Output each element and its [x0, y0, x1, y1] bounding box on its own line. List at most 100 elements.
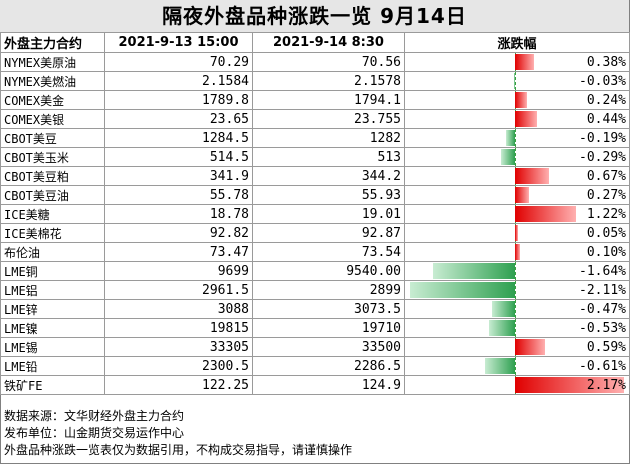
- change-bar: [409, 282, 515, 298]
- prev-price: 9699: [104, 261, 253, 281]
- change-cell: 0.44%: [404, 109, 630, 129]
- table-row: NYMEX美燃油 2.1584 2.1578 -0.03%: [0, 71, 630, 91]
- zero-axis: [515, 148, 516, 166]
- contract-name: NYMEX美燃油: [0, 71, 105, 91]
- change-bar: [505, 130, 515, 146]
- prev-price: 55.78: [104, 185, 253, 205]
- zero-axis: [515, 281, 516, 299]
- change-cell: 0.59%: [404, 337, 630, 357]
- header-row: 外盘主力合约 2021-9-13 15:00 2021-9-14 8:30 涨跌…: [0, 32, 630, 53]
- table-row: NYMEX美原油 70.29 70.56 0.38%: [0, 52, 630, 72]
- change-cell: 0.38%: [404, 52, 630, 72]
- change-value: -0.47%: [579, 301, 626, 317]
- zero-axis: [515, 300, 516, 318]
- contract-name: 铁矿FE: [0, 375, 105, 395]
- contract-name: LME铝: [0, 280, 105, 300]
- change-value: 2.17%: [586, 377, 626, 393]
- contract-name: CBOT美豆油: [0, 185, 105, 205]
- change-cell: 0.27%: [404, 185, 630, 205]
- change-cell: -0.61%: [404, 356, 630, 376]
- change-value: -0.29%: [579, 149, 626, 165]
- change-bar: [515, 92, 527, 108]
- table-row: 铁矿FE 122.25 124.9 2.17%: [0, 375, 630, 395]
- note-publisher: 发布单位：山金期货交易运作中心: [4, 426, 185, 440]
- contract-name: LME铜: [0, 261, 105, 281]
- note-source: 数据来源：文华财经外盘主力合约: [4, 409, 185, 423]
- note-disclaimer: 外盘品种涨跌一览表仅为数据引用，不构成交易指导，请谨慎操作: [4, 443, 353, 457]
- curr-price: 124.9: [252, 375, 405, 395]
- change-cell: -0.29%: [404, 147, 630, 167]
- prev-price: 514.5: [104, 147, 253, 167]
- change-value: 1.22%: [586, 206, 626, 222]
- prev-price: 341.9: [104, 166, 253, 186]
- change-bar: [484, 358, 515, 374]
- curr-price: 1794.1: [252, 90, 405, 110]
- table-row: COMEX美银 23.65 23.755 0.44%: [0, 109, 630, 129]
- table-row: LME铝 2961.5 2899 -2.11%: [0, 280, 630, 300]
- prev-price: 73.47: [104, 242, 253, 262]
- table-row: LME锡 33305 33500 0.59%: [0, 337, 630, 357]
- contract-name: 布伦油: [0, 242, 105, 262]
- zero-axis: [515, 72, 516, 90]
- curr-price: 513: [252, 147, 405, 167]
- contract-name: ICE美棉花: [0, 223, 105, 243]
- contract-name: CBOT美豆粕: [0, 166, 105, 186]
- curr-price: 9540.00: [252, 261, 405, 281]
- change-bar: [433, 263, 515, 279]
- contract-name: LME锌: [0, 299, 105, 319]
- curr-price: 344.2: [252, 166, 405, 186]
- contract-name: LME镍: [0, 318, 105, 338]
- curr-price: 2899: [252, 280, 405, 300]
- change-value: -0.19%: [579, 130, 626, 146]
- contract-name: COMEX美金: [0, 90, 105, 110]
- change-bar: [515, 225, 518, 241]
- page-title: 隔夜外盘品种涨跌一览 9月14日: [0, 0, 629, 32]
- table-row: CBOT美玉米 514.5 513 -0.29%: [0, 147, 630, 167]
- change-value: 0.10%: [586, 244, 626, 260]
- prev-price: 2300.5: [104, 356, 253, 376]
- change-bar: [515, 168, 549, 184]
- table-row: CBOT美豆粕 341.9 344.2 0.67%: [0, 166, 630, 186]
- prev-price: 2.1584: [104, 71, 253, 91]
- change-bar: [515, 206, 576, 222]
- change-cell: -0.19%: [404, 128, 630, 148]
- curr-price: 3073.5: [252, 299, 405, 319]
- prev-price: 3088: [104, 299, 253, 319]
- quotes-table: 外盘主力合约 2021-9-13 15:00 2021-9-14 8:30 涨跌…: [0, 32, 630, 395]
- table-row: LME镍 19815 19710 -0.53%: [0, 318, 630, 338]
- curr-price: 19.01: [252, 204, 405, 224]
- change-value: -0.53%: [579, 320, 626, 336]
- prev-price: 33305: [104, 337, 253, 357]
- header-contract: 外盘主力合约: [0, 32, 105, 53]
- change-value: 0.59%: [586, 339, 626, 355]
- change-cell: 1.22%: [404, 204, 630, 224]
- change-cell: 2.17%: [404, 375, 630, 395]
- change-cell: -1.64%: [404, 261, 630, 281]
- prev-price: 1789.8: [104, 90, 253, 110]
- zero-axis: [515, 319, 516, 337]
- change-cell: -0.53%: [404, 318, 630, 338]
- change-value: -2.11%: [579, 282, 626, 298]
- change-bar: [515, 187, 529, 203]
- table-row: ICE美糖 18.78 19.01 1.22%: [0, 204, 630, 224]
- contract-name: CBOT美玉米: [0, 147, 105, 167]
- change-cell: 0.24%: [404, 90, 630, 110]
- table-row: LME铅 2300.5 2286.5 -0.61%: [0, 356, 630, 376]
- header-prev-time: 2021-9-13 15:00: [104, 32, 253, 53]
- change-bar: [515, 377, 624, 393]
- prev-price: 19815: [104, 318, 253, 338]
- table-row: CBOT美豆油 55.78 55.93 0.27%: [0, 185, 630, 205]
- contract-name: COMEX美银: [0, 109, 105, 129]
- change-bar: [500, 149, 515, 165]
- change-value: 0.38%: [586, 54, 626, 70]
- curr-price: 55.93: [252, 185, 405, 205]
- contract-name: NYMEX美原油: [0, 52, 105, 72]
- curr-price: 2286.5: [252, 356, 405, 376]
- change-value: 0.24%: [586, 92, 626, 108]
- change-value: -1.64%: [579, 263, 626, 279]
- header-curr-time: 2021-9-14 8:30: [252, 32, 405, 53]
- change-bar: [488, 320, 515, 336]
- header-change: 涨跌幅: [404, 32, 630, 53]
- zero-axis: [515, 357, 516, 375]
- change-cell: 0.10%: [404, 242, 630, 262]
